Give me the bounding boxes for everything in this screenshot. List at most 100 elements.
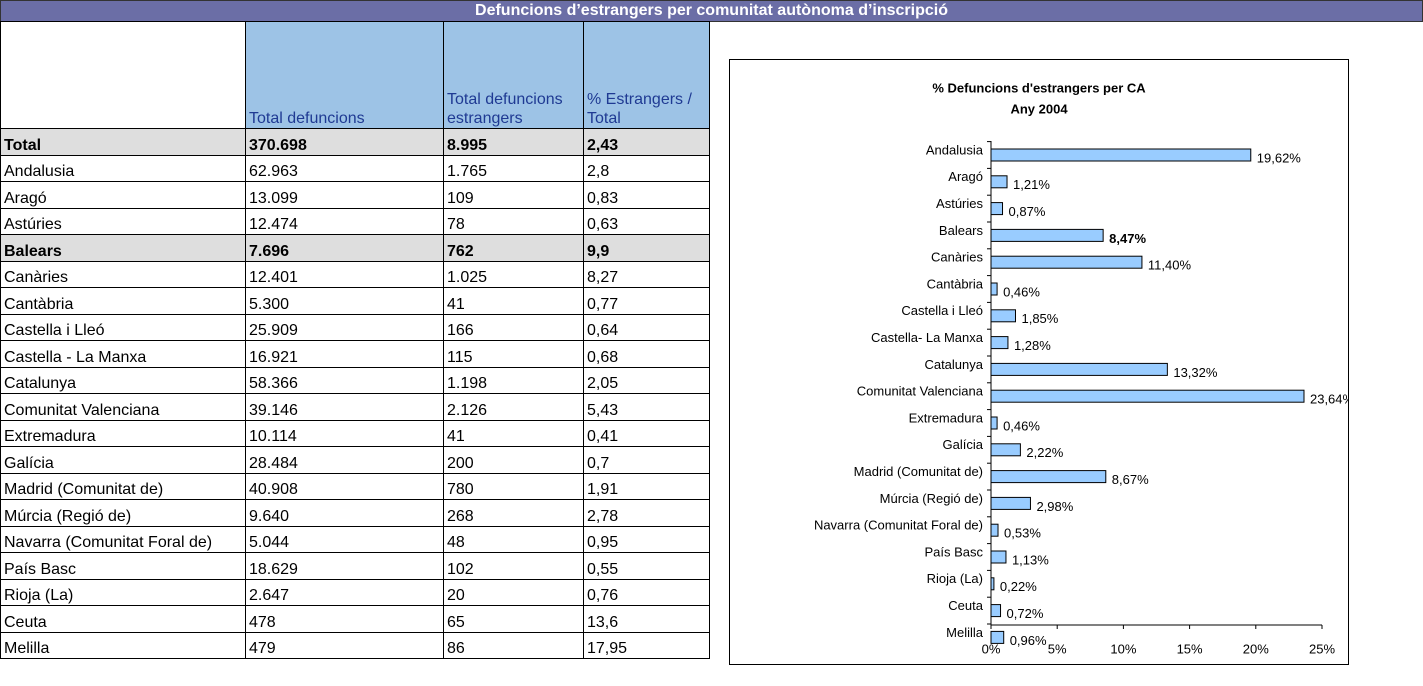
bar <box>990 228 1104 242</box>
value-label: 1,85% <box>1021 311 1058 326</box>
table-cell: 12.474 <box>245 207 444 235</box>
y-tick-label: Comunitat Valenciana <box>857 384 984 399</box>
title-bar: Defuncions d’estrangers per comunitat au… <box>0 0 1423 22</box>
y-tick-label: Múrcia (Regió de) <box>880 491 983 506</box>
y-tick-label: Ceuta <box>948 598 983 613</box>
x-tick-label: 20% <box>1243 641 1269 656</box>
table-cell: 478 <box>245 605 444 633</box>
value-label: 0,72% <box>1007 606 1044 621</box>
table-cell: Madrid (Comunitat de) <box>0 472 246 500</box>
y-tick-label: Cantàbria <box>927 276 984 291</box>
table-cell: 40.908 <box>245 472 444 500</box>
value-label: 1,21% <box>1013 177 1050 192</box>
table-cell: 13.099 <box>245 181 444 209</box>
x-tick-label: 10% <box>1110 641 1136 656</box>
table-cell: 2.647 <box>245 578 444 606</box>
table-cell: 115 <box>443 340 584 368</box>
bar <box>990 443 1021 457</box>
table-cell: 48 <box>443 525 584 553</box>
bar <box>990 550 1007 564</box>
header-cell: % Estrangers / Total <box>583 21 710 129</box>
table-row: Astúries 12.474 78 0,63 <box>0 207 710 235</box>
table-cell: 2,05 <box>583 366 710 394</box>
table-cell: 62.963 <box>245 154 444 182</box>
table-cell: 16.921 <box>245 340 444 368</box>
value-label: 0,96% <box>1010 633 1047 648</box>
table-cell: 7.696 <box>245 234 444 262</box>
bar <box>990 175 1008 189</box>
table-cell: 0,76 <box>583 578 710 606</box>
header-cell: Total defuncions <box>245 21 444 129</box>
x-tick-label: 25% <box>1309 641 1335 656</box>
table-row: Comunitat Valenciana 39.146 2.126 5,43 <box>0 393 710 421</box>
table-cell: Catalunya <box>0 366 246 394</box>
table-cell: Balears <box>0 234 246 262</box>
value-label: 8,67% <box>1112 472 1149 487</box>
chart: % Defuncions d'estrangers per CA Any 200… <box>729 59 1349 665</box>
x-tick-label: 15% <box>1177 641 1203 656</box>
table-cell: Astúries <box>0 207 246 235</box>
table-row: Castella - La Manxa 16.921 115 0,68 <box>0 340 710 368</box>
table-cell: Ceuta <box>0 605 246 633</box>
y-tick-label: Melilla <box>946 625 984 640</box>
value-label: 1,13% <box>1012 552 1049 567</box>
y-tick-label: Galícia <box>943 437 984 452</box>
bar <box>990 282 998 296</box>
y-tick-label: País Basc <box>924 544 983 559</box>
chart-subtitle: Any 2004 <box>1010 101 1068 116</box>
table-cell: 41 <box>443 287 584 315</box>
table-row: Total 370.698 8.995 2,43 <box>0 128 710 156</box>
table-row: Ceuta 478 65 13,6 <box>0 605 710 633</box>
y-tick-label: Astúries <box>936 196 983 211</box>
table-row: Aragó 13.099 109 0,83 <box>0 181 710 209</box>
table-cell: 166 <box>443 313 584 341</box>
table-row: Andalusia 62.963 1.765 2,8 <box>0 154 710 182</box>
value-label: 19,62% <box>1257 150 1302 165</box>
bar <box>990 496 1031 510</box>
table-cell: 0,41 <box>583 419 710 447</box>
value-label: 8,47% <box>1109 231 1146 246</box>
y-tick-label: Catalunya <box>924 357 983 372</box>
table-cell: Canàries <box>0 260 246 288</box>
table-row: Balears 7.696 762 9,9 <box>0 234 710 262</box>
table-cell: 1.198 <box>443 366 584 394</box>
table-cell: 8,27 <box>583 260 710 288</box>
table-cell: 78 <box>443 207 584 235</box>
table-cell: 200 <box>443 446 584 474</box>
table-cell: Múrcia (Regió de) <box>0 499 246 527</box>
bar <box>990 202 1004 216</box>
table-row: Cantàbria 5.300 41 0,77 <box>0 287 710 315</box>
bar <box>990 604 1002 618</box>
bar <box>990 362 1168 376</box>
table-cell: 5,43 <box>583 393 710 421</box>
table-cell: Comunitat Valenciana <box>0 393 246 421</box>
bar <box>990 336 1009 350</box>
bar <box>990 148 1252 162</box>
x-tick-label: 5% <box>1048 641 1067 656</box>
table-cell: 370.698 <box>245 128 444 156</box>
table-cell: 12.401 <box>245 260 444 288</box>
table-cell: 9.640 <box>245 499 444 527</box>
table-cell: 268 <box>443 499 584 527</box>
table-cell: 5.300 <box>245 287 444 315</box>
table-cell: Andalusia <box>0 154 246 182</box>
table-cell: Cantàbria <box>0 287 246 315</box>
table-row: Rioja (La) 2.647 20 0,76 <box>0 578 710 606</box>
table-cell: Melilla <box>0 631 246 659</box>
table-cell: Extremadura <box>0 419 246 447</box>
bar <box>990 416 998 430</box>
table-cell: 762 <box>443 234 584 262</box>
table-cell: 13,6 <box>583 605 710 633</box>
table-cell: Castella - La Manxa <box>0 340 246 368</box>
table-cell: Total <box>0 128 246 156</box>
y-tick-label: Castella i Lleó <box>901 303 983 318</box>
y-tick-label: Aragó <box>948 169 983 184</box>
table-cell: 2,78 <box>583 499 710 527</box>
table-cell: 0,68 <box>583 340 710 368</box>
value-label: 11,40% <box>1148 258 1192 273</box>
table-row: Madrid (Comunitat de) 40.908 780 1,91 <box>0 472 710 500</box>
table-cell: 0,77 <box>583 287 710 315</box>
bar <box>990 470 1107 484</box>
table-cell: 0,95 <box>583 525 710 553</box>
